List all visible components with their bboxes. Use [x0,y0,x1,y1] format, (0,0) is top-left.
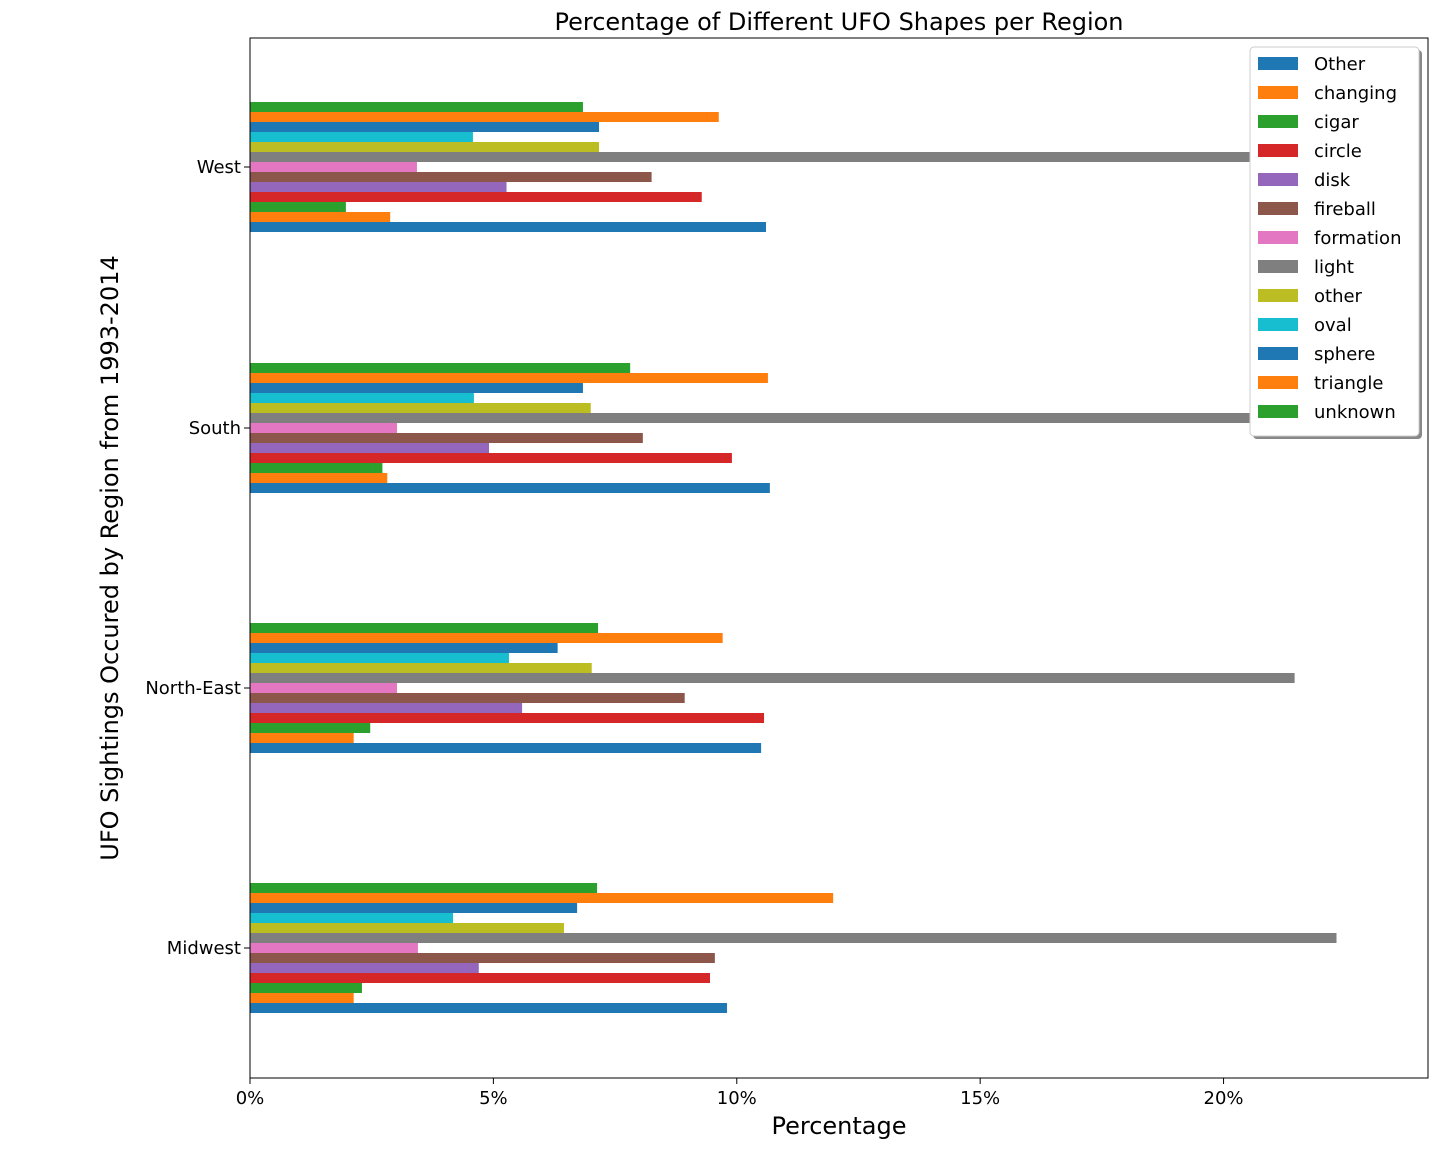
bar-north-east-triangle [250,633,723,643]
bar-south-circle [250,453,732,463]
bar-south-changing [250,473,388,483]
y-tick-label: South [189,418,241,439]
x-axis-label: Percentage [771,1112,906,1140]
bar-west-changing [250,212,391,222]
x-tick-label: 0% [236,1088,265,1109]
legend-label-sphere: sphere [1314,344,1375,365]
y-axis-label: UFO Sightings Occured by Region from 199… [96,255,124,861]
bar-north-east-oval [250,653,509,663]
bar-midwest-circle [250,973,711,983]
bar-west-oval [250,132,473,142]
bar-north-east-changing [250,733,354,743]
bar-west-unknown [250,102,583,112]
legend-swatch-fireball [1258,202,1298,215]
bar-north-east-unknown [250,623,599,633]
bar-north-east-circle [250,713,765,723]
bar-south-oval [250,393,474,403]
legend-swatch-light [1258,260,1298,273]
legend-swatch-disk [1258,173,1298,186]
bar-south-other [250,403,591,413]
bar-south-unknown [250,363,631,373]
bar-west-fireball [250,172,652,182]
bar-midwest-fireball [250,953,715,963]
bar-midwest-unknown [250,883,598,893]
x-tick-label: 20% [1204,1088,1244,1109]
legend-swatch-oval [1258,318,1298,331]
x-tick-label: 10% [717,1088,757,1109]
legend-label-cigar: cigar [1314,112,1359,133]
bar-west-sphere [250,122,600,132]
bar-south-sphere [250,383,583,393]
bar-north-east-light [250,673,1295,683]
legend-label-circle: circle [1314,141,1362,162]
bar-midwest-disk [250,963,479,973]
bar-midwest-other [250,1003,728,1013]
bar-north-east-other [250,663,592,673]
bar-midwest-cigar [250,983,362,993]
bar-west-other [250,222,766,232]
chart-title: Percentage of Different UFO Shapes per R… [554,8,1123,36]
x-axis-ticks: 0% 5% 10% 15% 20% [236,1078,1244,1109]
y-tick-label: North-East [145,678,241,699]
legend-label-fireball: fireball [1314,199,1376,220]
bar-midwest-other [250,923,564,933]
legend-label-other: Other [1314,54,1366,75]
bar-west-cigar [250,202,346,212]
legend-swatch-triangle [1258,376,1298,389]
legend-label-changing: changing [1314,83,1397,104]
bar-south-disk [250,443,490,453]
y-tick-label: Midwest [167,938,241,959]
legend-swatch-changing [1258,86,1298,99]
x-tick-label: 15% [960,1088,1000,1109]
bar-south-fireball [250,433,643,443]
legend-swatch-formation [1258,231,1298,244]
bar-midwest-sphere [250,903,578,913]
bar-south-triangle [250,373,768,383]
legend-label-oval: oval [1314,315,1352,336]
bar-west-disk [250,182,507,192]
legend-swatch-unknown [1258,405,1298,418]
bar-north-east-formation [250,683,398,693]
bar-midwest-oval [250,913,453,923]
bar-west-triangle [250,112,719,122]
legend-label-light: light [1314,257,1354,278]
bar-north-east-sphere [250,643,558,653]
bar-west-formation [250,162,417,172]
legend-swatch-circle [1258,144,1298,157]
bars-layer [250,102,1337,1013]
legend: Other changing cigar circle disk fireball form… [1249,46,1422,439]
legend-label-triangle: triangle [1314,373,1383,394]
bar-north-east-other [250,743,762,753]
bar-north-east-disk [250,703,523,713]
legend-label-disk: disk [1314,170,1351,191]
bar-midwest-triangle [250,893,834,903]
legend-swatch-other [1258,289,1298,302]
bar-west-circle [250,192,702,202]
bar-south-other [250,483,770,493]
legend-swatch-sphere [1258,347,1298,360]
bar-midwest-light [250,933,1337,943]
bar-north-east-cigar [250,723,371,733]
bar-south-light [250,413,1321,423]
bar-south-formation [250,423,398,433]
y-tick-label: West [197,157,241,178]
x-tick-label: 5% [479,1088,508,1109]
bar-north-east-fireball [250,693,685,703]
y-axis-ticks: West South North-East Midwest [145,157,250,959]
legend-swatch-cigar [1258,115,1298,128]
bar-south-cigar [250,463,383,473]
bar-west-other [250,142,600,152]
bar-midwest-changing [250,993,354,1003]
bar-midwest-formation [250,943,418,953]
legend-label-unknown: unknown [1314,402,1396,423]
legend-label-formation: formation [1314,228,1401,249]
bar-west-light [250,152,1321,162]
legend-swatch-other [1258,57,1298,70]
legend-label-other: other [1314,286,1363,307]
plot-frame [249,37,1429,1079]
